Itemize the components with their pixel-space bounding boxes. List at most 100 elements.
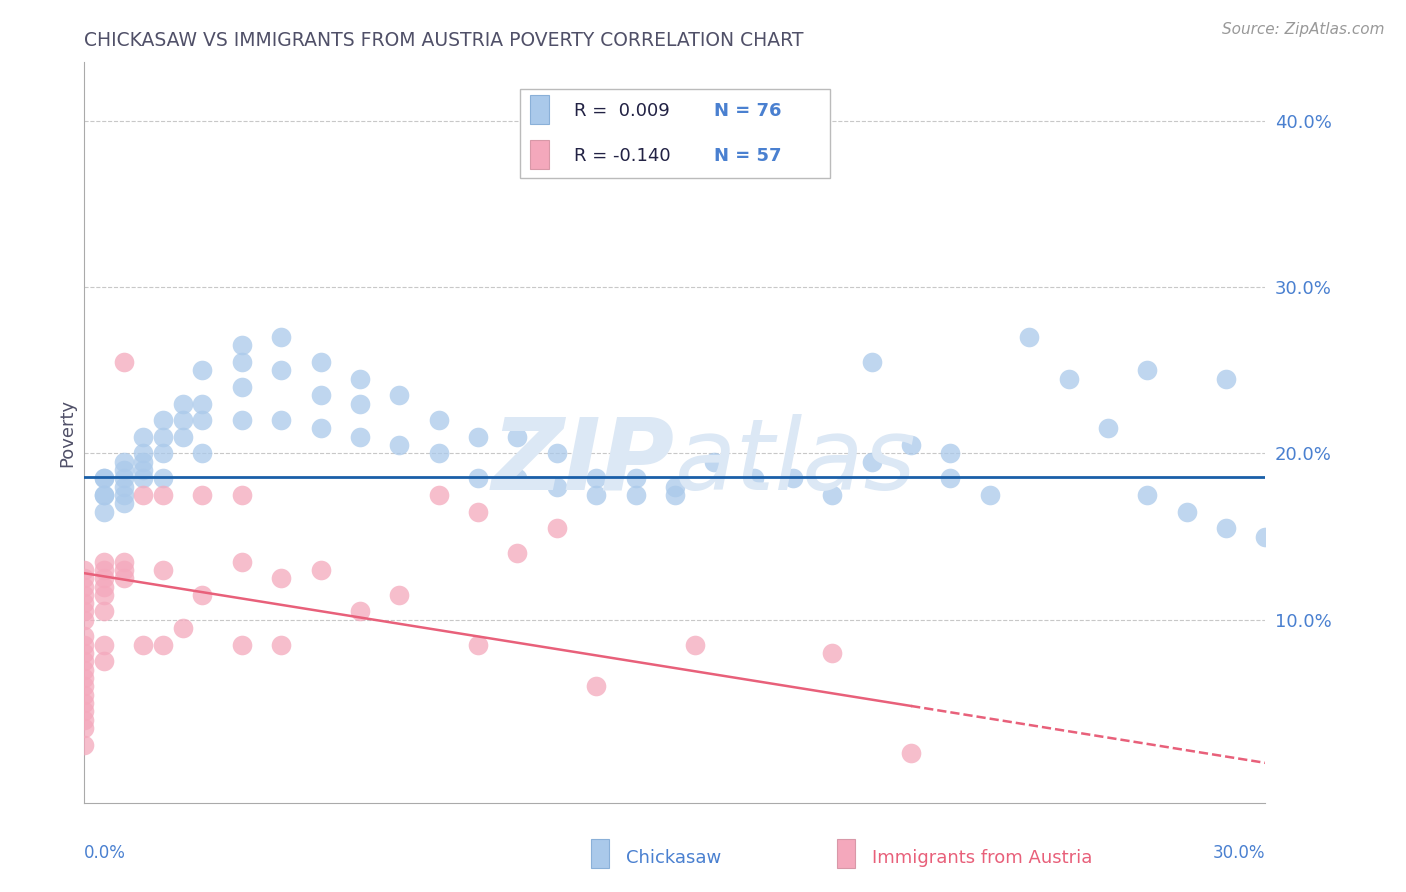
Point xyxy=(427,413,450,427)
Point xyxy=(664,488,686,502)
Point xyxy=(427,446,450,460)
Point xyxy=(73,713,96,727)
Point xyxy=(191,488,214,502)
Point xyxy=(152,638,174,652)
Point xyxy=(742,471,765,485)
Point xyxy=(1215,521,1237,535)
Point xyxy=(1136,363,1159,377)
Point xyxy=(191,588,214,602)
Point xyxy=(73,646,96,660)
Point xyxy=(112,555,135,569)
Point xyxy=(93,471,115,485)
Point xyxy=(467,430,489,444)
Text: R = -0.140: R = -0.140 xyxy=(574,146,671,164)
Point xyxy=(112,355,135,369)
Point xyxy=(73,654,96,668)
Point xyxy=(172,396,194,410)
Point xyxy=(73,580,96,594)
Point xyxy=(172,430,194,444)
Point xyxy=(231,488,253,502)
Point xyxy=(93,580,115,594)
Point xyxy=(1215,371,1237,385)
Point xyxy=(467,638,489,652)
Text: 0.0%: 0.0% xyxy=(84,844,127,862)
Point xyxy=(191,446,214,460)
Point xyxy=(821,646,844,660)
Point xyxy=(132,455,155,469)
Point xyxy=(309,421,332,435)
Point xyxy=(388,588,411,602)
Point xyxy=(93,471,115,485)
Point xyxy=(132,446,155,460)
Point xyxy=(191,396,214,410)
Point xyxy=(664,480,686,494)
Point xyxy=(349,371,371,385)
Point xyxy=(624,488,647,502)
Point xyxy=(73,571,96,585)
Point xyxy=(467,471,489,485)
Point xyxy=(152,430,174,444)
Y-axis label: Poverty: Poverty xyxy=(58,399,76,467)
Text: Immigrants from Austria: Immigrants from Austria xyxy=(872,849,1092,867)
Text: R =  0.009: R = 0.009 xyxy=(574,102,669,120)
Point xyxy=(73,696,96,710)
Point xyxy=(73,613,96,627)
Point xyxy=(427,488,450,502)
Point xyxy=(585,471,607,485)
Point xyxy=(506,471,529,485)
Point xyxy=(93,488,115,502)
Point xyxy=(546,480,568,494)
Point xyxy=(73,738,96,752)
Point xyxy=(231,355,253,369)
Point xyxy=(191,363,214,377)
Point xyxy=(73,704,96,718)
Point xyxy=(73,671,96,685)
Point xyxy=(231,555,253,569)
Point xyxy=(979,488,1001,502)
Point xyxy=(132,471,155,485)
Text: atlas: atlas xyxy=(675,414,917,511)
Point xyxy=(546,446,568,460)
Point xyxy=(270,413,292,427)
Point xyxy=(112,571,135,585)
Point xyxy=(73,629,96,643)
Point xyxy=(112,471,135,485)
Point xyxy=(112,480,135,494)
Text: Chickasaw: Chickasaw xyxy=(626,849,721,867)
Point xyxy=(73,563,96,577)
Point xyxy=(506,546,529,560)
Point xyxy=(270,638,292,652)
Point xyxy=(624,471,647,485)
Point xyxy=(93,563,115,577)
Point xyxy=(388,388,411,402)
Point xyxy=(93,505,115,519)
Point xyxy=(73,588,96,602)
Point xyxy=(231,413,253,427)
Point xyxy=(93,638,115,652)
Point xyxy=(73,688,96,702)
Point xyxy=(1175,505,1198,519)
Point xyxy=(1136,488,1159,502)
Point xyxy=(73,596,96,610)
Point xyxy=(93,488,115,502)
Point xyxy=(506,430,529,444)
Point xyxy=(683,638,706,652)
Point xyxy=(112,496,135,510)
Point xyxy=(112,563,135,577)
Text: N = 76: N = 76 xyxy=(714,102,782,120)
Point xyxy=(93,654,115,668)
Text: ZIP: ZIP xyxy=(492,414,675,511)
Point xyxy=(93,555,115,569)
Point xyxy=(112,455,135,469)
Point xyxy=(939,471,962,485)
Point xyxy=(546,521,568,535)
Point xyxy=(309,563,332,577)
Point xyxy=(231,638,253,652)
Point xyxy=(152,471,174,485)
Point xyxy=(703,455,725,469)
Point xyxy=(152,563,174,577)
Point xyxy=(93,571,115,585)
Point xyxy=(860,455,883,469)
Text: Source: ZipAtlas.com: Source: ZipAtlas.com xyxy=(1222,22,1385,37)
Point xyxy=(860,355,883,369)
